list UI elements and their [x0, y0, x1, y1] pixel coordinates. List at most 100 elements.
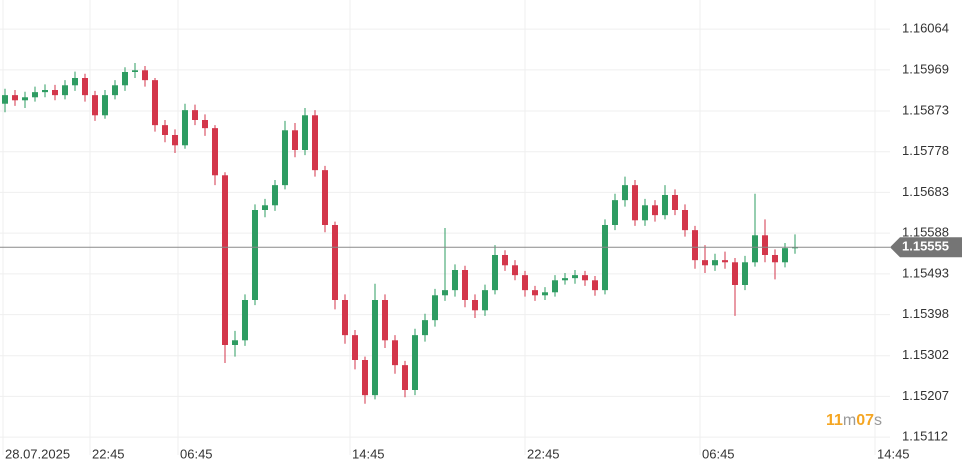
candle-body	[162, 125, 168, 135]
candle-body	[282, 130, 288, 186]
candle-body	[342, 300, 348, 336]
candle-body	[112, 85, 118, 96]
x-tick-label: 06:45	[180, 446, 213, 461]
candle-body	[522, 275, 528, 291]
x-tick-label: 14:45	[352, 446, 385, 461]
candle-body	[72, 78, 78, 86]
candle-body	[512, 265, 518, 276]
candle-body	[672, 195, 678, 210]
y-tick-label: 1.15778	[902, 143, 949, 158]
candle-body	[572, 275, 578, 279]
candle-body	[742, 262, 748, 285]
candle-body	[332, 225, 338, 300]
candle-body	[232, 340, 238, 345]
candle-body	[712, 260, 718, 266]
candle-body	[702, 260, 708, 266]
x-tick-label: 28.07.2025	[5, 446, 70, 461]
candle-body	[722, 260, 728, 263]
countdown-part: m	[843, 412, 856, 429]
countdown-part: 11	[826, 412, 843, 429]
candle-body	[532, 290, 538, 296]
candle-body	[472, 300, 478, 311]
candle-body	[772, 255, 778, 263]
candle-body	[252, 210, 258, 300]
candle-body	[602, 225, 608, 291]
y-tick-label: 1.15302	[902, 347, 949, 362]
candle-body	[92, 95, 98, 116]
candle-body	[2, 95, 8, 104]
candle-body	[222, 175, 228, 345]
y-tick-label: 1.15873	[902, 102, 949, 117]
y-tick-label: 1.15588	[902, 225, 949, 240]
candle-body	[492, 255, 498, 291]
y-tick-label: 1.15683	[902, 184, 949, 199]
candle-body	[502, 255, 508, 266]
candle-body	[612, 200, 618, 225]
candle-body	[652, 205, 658, 216]
countdown-part: 07	[856, 412, 874, 429]
candle-body	[62, 85, 68, 96]
candle-body	[442, 290, 448, 296]
candle-body	[622, 185, 628, 201]
candle-body	[242, 300, 248, 341]
x-tick-label: 06:45	[702, 446, 735, 461]
candle-body	[142, 70, 148, 81]
candle-body	[552, 280, 558, 293]
last-price-label: 1.15555	[902, 239, 949, 254]
y-tick-label: 1.16064	[902, 21, 949, 36]
candle-body	[312, 115, 318, 171]
candle-body	[482, 290, 488, 311]
candle-body	[152, 80, 158, 126]
candle-body	[382, 300, 388, 341]
y-tick-label: 1.15493	[902, 265, 949, 280]
candle-body	[462, 270, 468, 300]
candle-body	[452, 270, 458, 291]
x-tick-label: 22:45	[92, 446, 125, 461]
candle-body	[42, 90, 48, 93]
x-tick-label: 22:45	[527, 446, 560, 461]
candle-body	[732, 262, 738, 285]
candle-body	[692, 230, 698, 261]
candle-body	[632, 185, 638, 221]
candle-body	[272, 185, 278, 206]
candle-body	[212, 128, 218, 176]
countdown-part: s	[874, 412, 882, 429]
candle-body	[422, 320, 428, 336]
last-price-badge	[890, 237, 962, 258]
candle-body	[682, 210, 688, 231]
candle-body	[182, 110, 188, 146]
candle-body	[352, 335, 358, 360]
candle-body	[172, 135, 178, 146]
candle-body	[32, 92, 38, 98]
candle-body	[432, 295, 438, 321]
candle-body	[662, 195, 668, 216]
y-tick-label: 1.15112	[902, 429, 948, 444]
x-tick-label: 14:45	[877, 446, 910, 461]
candle-body	[12, 95, 18, 101]
candle-body	[372, 300, 378, 396]
candle-body	[102, 95, 108, 116]
candle-body	[22, 97, 28, 101]
candle-body	[52, 90, 58, 96]
candle-body	[82, 78, 88, 96]
candle-body	[412, 335, 418, 390]
candle-body	[202, 120, 208, 129]
candle-body	[192, 110, 198, 120]
candle-body	[322, 170, 328, 225]
candle-body	[582, 275, 588, 281]
candle-body	[262, 205, 268, 210]
candle-body	[392, 340, 398, 366]
candle-body	[752, 235, 758, 263]
candle-body	[542, 292, 548, 296]
candle-body	[782, 248, 788, 263]
y-tick-label: 1.15969	[902, 61, 949, 76]
y-tick-label: 1.15398	[902, 306, 949, 321]
candle-body	[562, 278, 568, 281]
candle-body	[402, 365, 408, 390]
candle-body	[762, 235, 768, 255]
candle-body	[362, 360, 368, 396]
y-tick-label: 1.15207	[902, 388, 949, 403]
candle-body	[122, 72, 128, 86]
candle-body	[592, 280, 598, 291]
